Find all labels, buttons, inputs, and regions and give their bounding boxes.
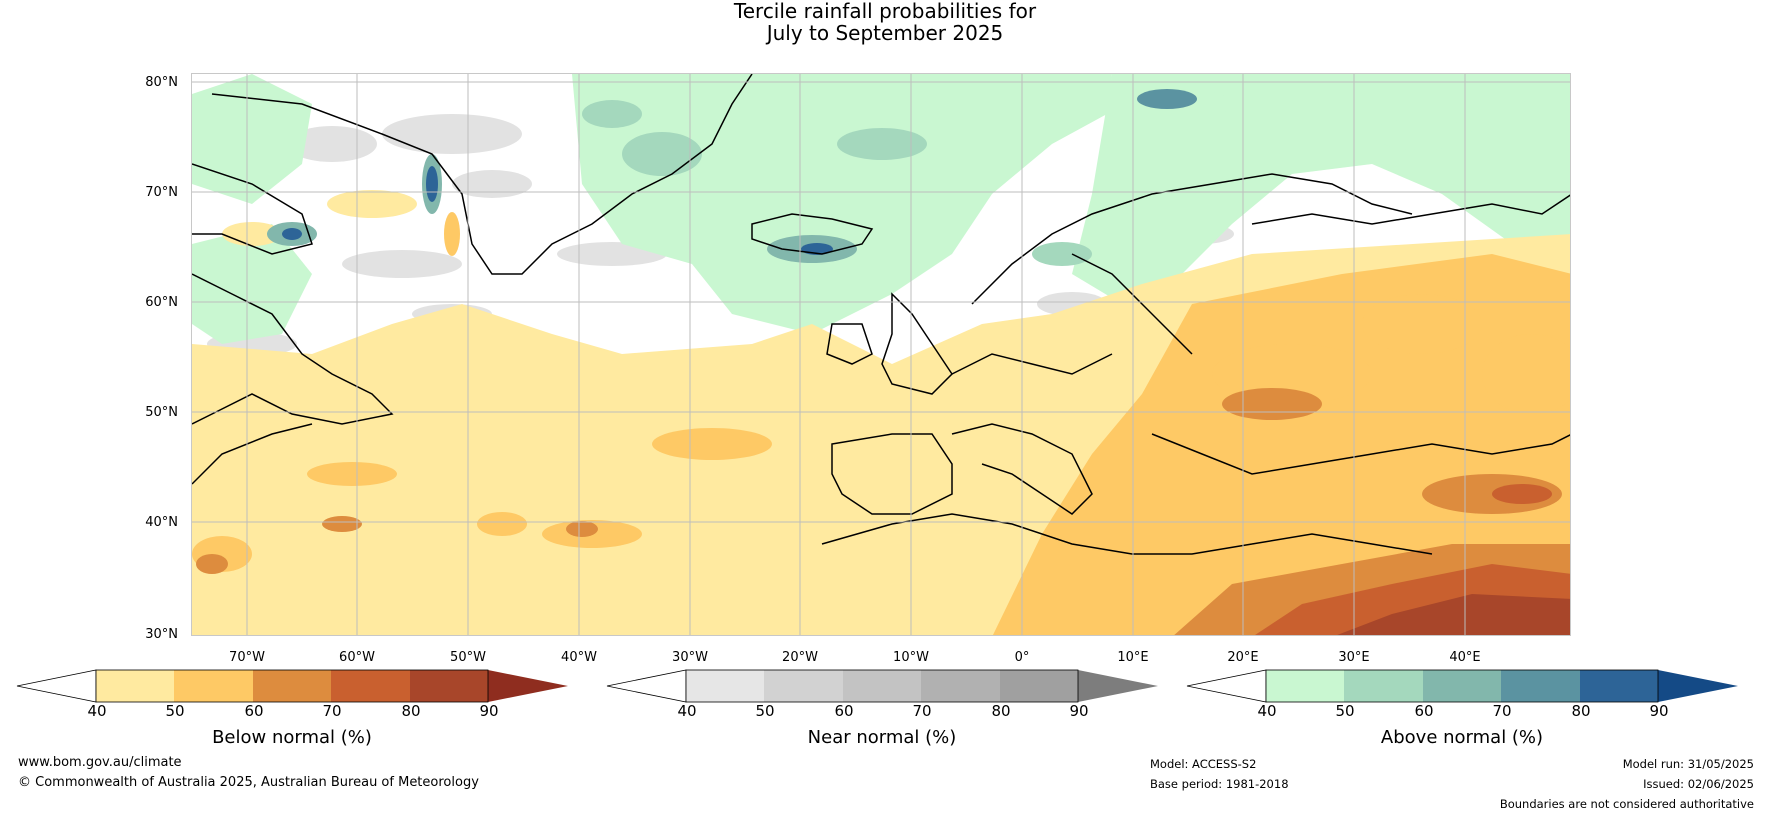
rainfall-probability-map: [191, 73, 1571, 636]
map-title-line2: July to September 2025: [766, 21, 1004, 45]
cbar-tick: 60: [244, 702, 264, 720]
cbar-above-seg-0: [1186, 669, 1267, 703]
cbar-near-seg-2: [764, 670, 843, 702]
cbar-above-seg-3: [1423, 670, 1501, 702]
cbar-above-seg-1: [1266, 670, 1344, 702]
cbar-below-seg-3: [253, 670, 331, 702]
boundaries-note: Boundaries are not considered authoritat…: [1499, 797, 1754, 811]
lon-label-40e: 40°E: [1449, 650, 1481, 665]
below-normal-patches: [192, 190, 1570, 635]
graticule: [192, 74, 1570, 635]
cbar-tick: 60: [834, 702, 854, 720]
cbar-near-seg-6: [1078, 670, 1158, 702]
cbar-tick: 80: [1571, 702, 1591, 720]
cbar-below-seg-2: [174, 670, 253, 702]
cbar-tick: 50: [1335, 702, 1355, 720]
colorbar-below-label: Below normal (%): [212, 727, 372, 748]
cbar-tick: 80: [991, 702, 1011, 720]
lat-label-40n: 40°N: [145, 515, 178, 530]
cbar-below-seg-4: [331, 670, 410, 702]
issued-text: Issued: 02/06/2025: [1643, 777, 1754, 791]
cbar-above-seg-2: [1344, 670, 1423, 702]
lon-label-40w: 40°W: [561, 650, 597, 665]
colorbar-below-normal: [16, 669, 568, 703]
colorbar-near-label: Near normal (%): [807, 727, 957, 748]
cbar-near-seg-5: [1000, 670, 1078, 702]
lon-label-70w: 70°W: [229, 650, 265, 665]
colorbar-above-label: Above normal (%): [1380, 727, 1544, 748]
cbar-tick: 90: [479, 702, 499, 720]
cbar-tick: 90: [1069, 702, 1089, 720]
map-canvas: [192, 74, 1570, 635]
copyright-text: © Commonwealth of Australia 2025, Austra…: [18, 775, 479, 790]
lon-label-20e: 20°E: [1227, 650, 1259, 665]
lat-label-80n: 80°N: [145, 75, 178, 90]
colorbar-above-normal: [1186, 669, 1738, 703]
cbar-below-seg-5: [410, 670, 488, 702]
lat-label-60n: 60°N: [145, 295, 178, 310]
cbar-tick: 40: [87, 702, 107, 720]
coastlines: [192, 74, 1570, 555]
lat-label-30n: 30°N: [145, 627, 178, 642]
cbar-tick: 40: [677, 702, 697, 720]
cbar-above-seg-5: [1580, 670, 1658, 702]
map-title-line1: Tercile rainfall probabilities for: [733, 0, 1037, 23]
lon-label-20w: 20°W: [782, 650, 818, 665]
lat-label-70n: 70°N: [145, 185, 178, 200]
cbar-tick: 70: [322, 702, 342, 720]
website-text: www.bom.gov.au/climate: [18, 755, 182, 770]
cbar-tick: 40: [1257, 702, 1277, 720]
lon-label-30w: 30°W: [672, 650, 708, 665]
cbar-near-seg-4: [921, 670, 1000, 702]
base-period-text: Base period: 1981-2018: [1150, 777, 1289, 791]
cbar-above-seg-6: [1658, 670, 1738, 702]
cbar-tick: 50: [165, 702, 185, 720]
lon-label-50w: 50°W: [450, 650, 486, 665]
lon-label-10w: 10°W: [893, 650, 929, 665]
above-normal-high: [267, 89, 1197, 263]
lon-label-60w: 60°W: [339, 650, 375, 665]
cbar-tick: 80: [401, 702, 421, 720]
cbar-tick: 50: [755, 702, 775, 720]
cbar-below-seg-6: [488, 670, 568, 702]
cbar-below-seg-0: [16, 669, 97, 703]
lon-label-10e: 10°E: [1117, 650, 1149, 665]
lon-label-0: 0°: [1014, 650, 1030, 665]
cbar-tick: 70: [1492, 702, 1512, 720]
cbar-near-seg-3: [843, 670, 921, 702]
cbar-near-seg-1: [686, 670, 764, 702]
cbar-tick: 60: [1414, 702, 1434, 720]
cbar-tick: 70: [912, 702, 932, 720]
cbar-near-seg-0: [606, 669, 687, 703]
model-run-text: Model run: 31/05/2025: [1622, 757, 1754, 771]
lon-label-30e: 30°E: [1338, 650, 1370, 665]
colorbar-near-normal: [606, 669, 1158, 703]
model-text: Model: ACCESS-S2: [1150, 757, 1257, 771]
cbar-tick: 90: [1649, 702, 1669, 720]
lat-label-50n: 50°N: [145, 405, 178, 420]
cbar-above-seg-4: [1501, 670, 1580, 702]
cbar-below-seg-1: [96, 670, 174, 702]
